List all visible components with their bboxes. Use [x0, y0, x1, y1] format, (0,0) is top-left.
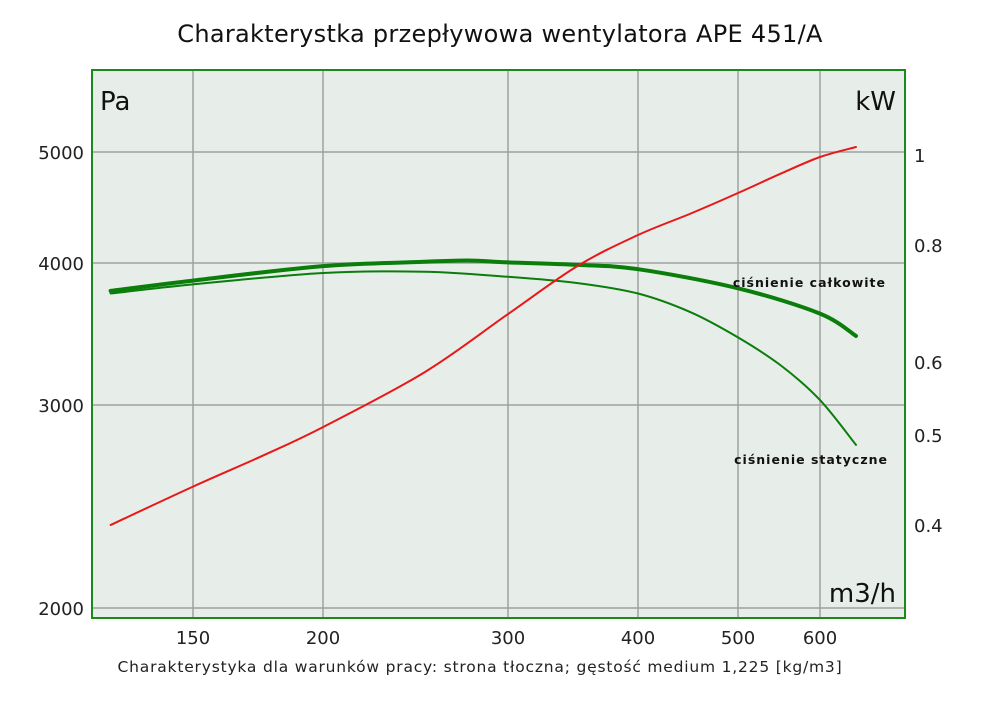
y2-tick-label: 0.4	[914, 516, 943, 537]
y2-tick-label: 0.8	[914, 236, 943, 257]
x-tick-label: 400	[621, 628, 655, 649]
chart-title: Charakterystka przepływowa wentylatora A…	[177, 20, 823, 48]
plot-border	[91, 69, 906, 619]
x-tick-label: 150	[176, 628, 210, 649]
grid	[92, 70, 905, 618]
y-tick-label: 3000	[38, 396, 84, 417]
annotation-total-pressure: ciśnienie całkowite	[733, 275, 886, 290]
y-axis-unit-label: Pa	[100, 87, 130, 117]
x-tick-label: 200	[306, 628, 340, 649]
curves	[108, 146, 858, 526]
series-total-pressure	[108, 258, 858, 338]
y-tick-label: 2000	[38, 599, 84, 620]
x-axis-unit-label: m3/h	[829, 579, 896, 609]
y2-axis-unit-label: kW	[855, 87, 896, 117]
series-static-pressure	[109, 270, 857, 446]
chart-footnote: Charakterystyka dla warunków pracy: stro…	[117, 658, 843, 676]
y-tick-label: 5000	[38, 143, 84, 164]
y2-tick-label: 0.6	[914, 353, 943, 374]
series-power	[109, 146, 857, 526]
x-tick-label: 500	[721, 628, 755, 649]
tick-labels: 150 200 300 400 500 600 2000 3000 4000 5000 0.4 0.5…	[38, 143, 942, 649]
y2-tick-label: 1	[914, 146, 925, 167]
y-tick-label: 4000	[38, 254, 84, 275]
x-tick-label: 300	[491, 628, 525, 649]
y2-tick-label: 0.5	[914, 426, 943, 447]
annotation-static-pressure: ciśnienie statyczne	[734, 452, 888, 467]
plot-area	[92, 70, 905, 618]
x-tick-label: 600	[803, 628, 837, 649]
